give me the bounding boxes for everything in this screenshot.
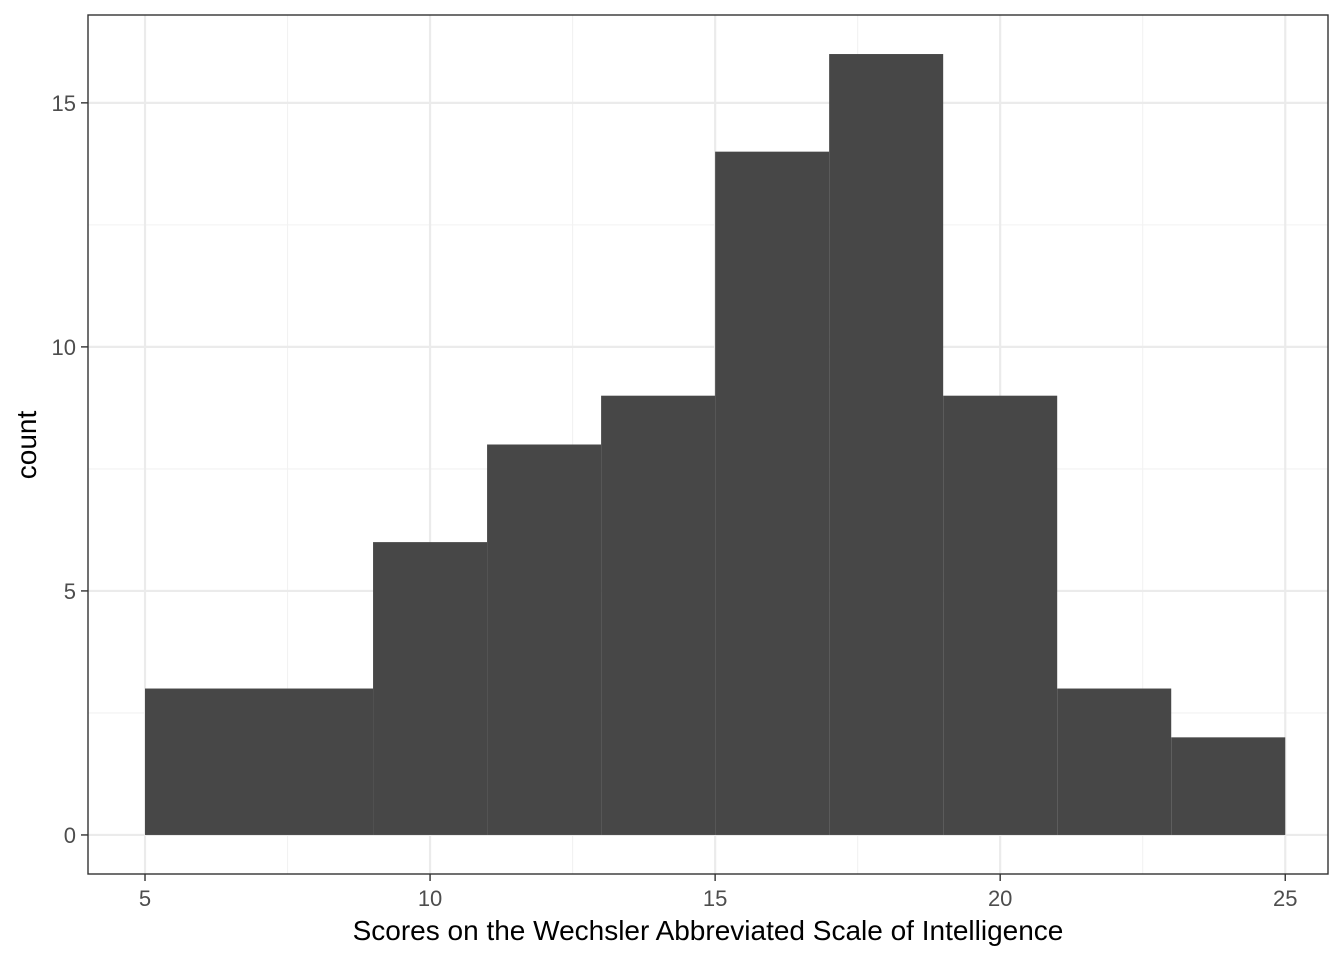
x-tick-label: 10 [418, 886, 442, 911]
x-tick-label: 25 [1273, 886, 1297, 911]
y-tick-label: 10 [52, 335, 76, 360]
histogram-bar [1057, 688, 1172, 835]
x-tick-label: 15 [703, 886, 727, 911]
histogram-bar [829, 54, 944, 835]
histogram-bars [145, 54, 1286, 835]
histogram-bar [715, 151, 830, 835]
x-tick-label: 5 [139, 886, 151, 911]
y-axis: 0 5 10 15 [52, 91, 88, 848]
y-tick-label: 5 [64, 579, 76, 604]
y-axis-title: count [11, 411, 42, 480]
histogram-bar [1171, 737, 1286, 835]
x-tick-label: 20 [988, 886, 1012, 911]
x-axis: 5 10 15 20 25 [139, 874, 1297, 911]
histogram-bar [145, 688, 374, 835]
y-tick-label: 15 [52, 91, 76, 116]
histogram-bar [601, 395, 716, 835]
panel-border [87, 14, 1329, 875]
y-tick-label: 0 [64, 823, 76, 848]
histogram-bar [943, 395, 1058, 835]
x-axis-title: Scores on the Wechsler Abbreviated Scale… [353, 915, 1064, 946]
histogram-bar [487, 444, 602, 835]
histogram-bar [373, 542, 488, 835]
